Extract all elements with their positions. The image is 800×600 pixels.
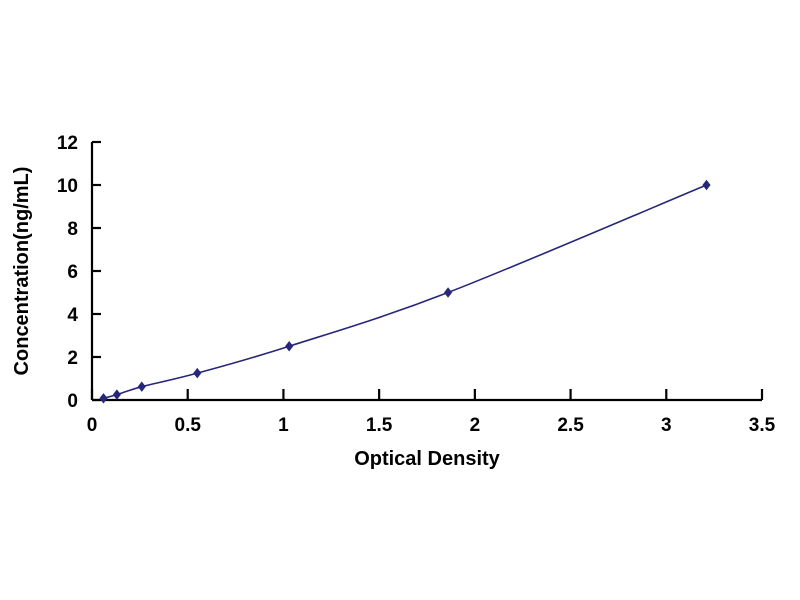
y-tick-label: 6 [67,262,78,283]
x-tick-label: 3 [661,415,672,436]
y-axis: 0 2 4 6 8 10 12 [57,133,101,412]
x-tick-label: 1 [278,415,289,436]
y-tick-label: 0 [67,391,78,412]
data-point-marker [285,341,294,352]
data-point-marker [444,287,453,298]
data-series-group [99,179,711,404]
series-line [103,184,707,400]
y-tick-label: 2 [67,348,78,369]
x-tick-label: 0 [87,415,98,436]
x-tick-label: 2 [470,415,481,436]
data-point-marker [702,179,711,191]
y-tick-label: 10 [57,176,78,197]
x-axis-title: Optical Density [354,448,500,470]
x-tick-label: 0.5 [175,415,202,436]
y-tick-label: 4 [67,305,78,326]
x-tick-label: 3.5 [749,415,776,436]
y-tick-label: 8 [67,219,78,240]
data-point-marker [99,393,108,404]
data-point-marker [137,381,146,392]
x-axis: 0 0.5 1 1.5 2 2.5 3 3.5 [87,389,776,436]
x-tick-label: 2.5 [557,415,584,436]
y-tick-label: 12 [57,133,78,154]
y-axis-title: Concentration(ng/mL) [11,167,33,376]
data-point-marker [193,367,202,379]
x-tick-label: 1.5 [366,415,393,436]
data-point-marker [112,389,121,400]
